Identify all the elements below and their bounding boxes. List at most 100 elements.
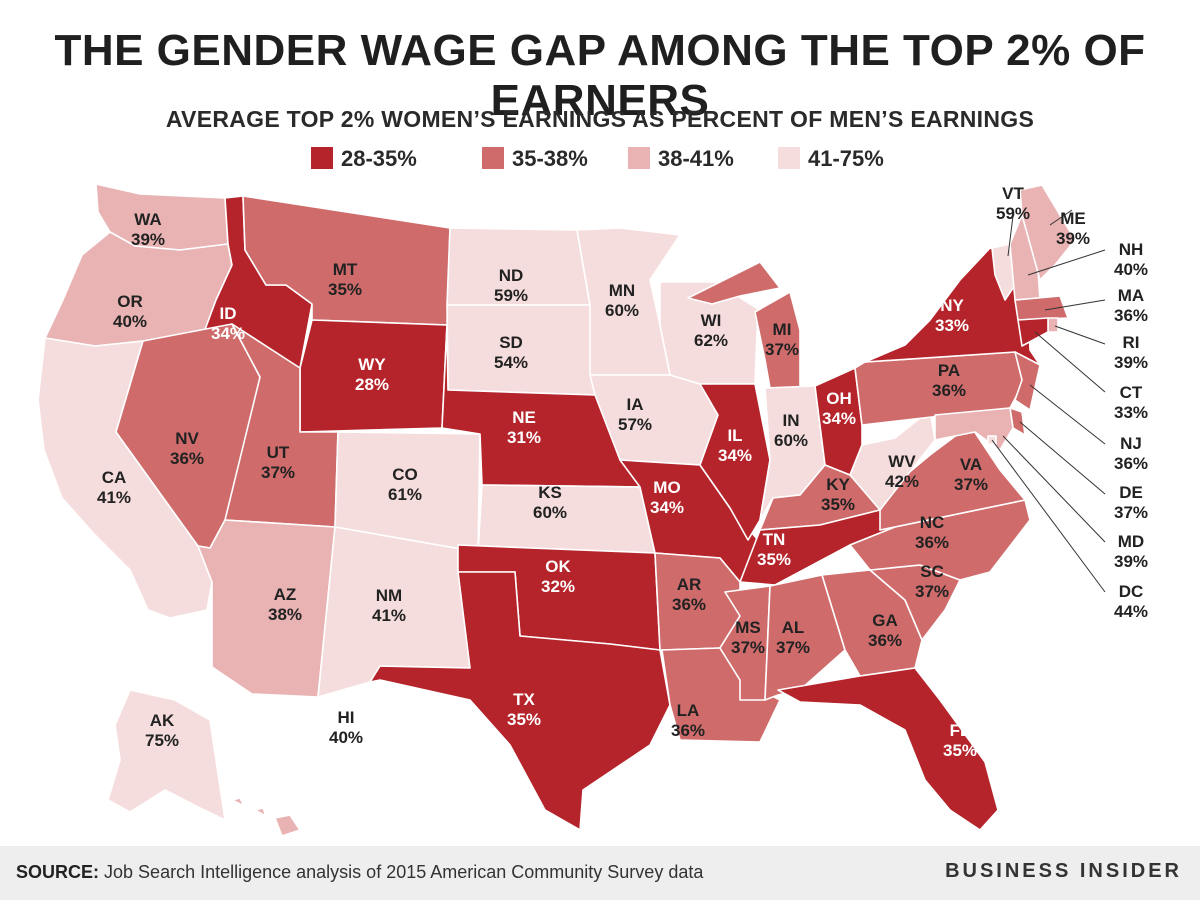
state-value-pa: 36% [932, 381, 966, 400]
state-value-al: 37% [776, 638, 810, 657]
legend-swatch-2 [482, 147, 504, 169]
state-label-oh: OH 34% [822, 389, 856, 428]
state-label-id: ID 34% [211, 304, 245, 343]
brand-logo: BUSINESS INSIDER [945, 860, 1182, 882]
state-value-ma: 36% [1114, 306, 1148, 325]
state-value-mt: 35% [328, 280, 362, 299]
state-value-ky: 35% [821, 495, 855, 514]
legend-label-1: 28-35% [341, 146, 417, 171]
legend-swatch-3 [628, 147, 650, 169]
state-value-ks: 60% [533, 503, 567, 522]
state-label-mi: MI 37% [765, 320, 799, 359]
state-label-md: MD 39% [1114, 532, 1148, 571]
state-value-il: 34% [718, 446, 752, 465]
state-abbr-tx: TX [513, 690, 535, 709]
callout-line-me [1049, 209, 1073, 226]
state-abbr-ks: KS [538, 483, 562, 502]
state-value-sc: 37% [915, 582, 949, 601]
state-value-nj: 36% [1114, 454, 1148, 473]
state-label-wa: WA 39% [131, 210, 165, 249]
callout-line-de [1019, 421, 1106, 495]
state-abbr-dc: DC [1119, 582, 1144, 601]
state-value-ms: 37% [731, 638, 765, 657]
state-value-oh: 34% [822, 409, 856, 428]
state-shape-hi [231, 797, 301, 837]
callout-line-ri [1054, 325, 1106, 345]
state-value-de: 37% [1114, 503, 1148, 522]
state-value-ny: 33% [935, 316, 969, 335]
state-abbr-ne: NE [512, 408, 536, 427]
state-label-ar: AR 36% [672, 575, 706, 614]
state-value-ok: 32% [541, 577, 575, 596]
state-label-wv: WV 42% [885, 452, 919, 491]
state-value-ia: 57% [618, 415, 652, 434]
state-label-de: DE 37% [1114, 483, 1148, 522]
state-label-sc: SC 37% [915, 562, 949, 601]
state-value-id: 34% [211, 324, 245, 343]
legend-label-4: 41-75% [808, 146, 884, 171]
state-label-hi: HI 40% [329, 708, 363, 747]
callout-line-md [1002, 435, 1106, 543]
state-shape-ri [1047, 317, 1059, 333]
state-abbr-nm: NM [376, 586, 402, 605]
state-label-or: OR 40% [113, 292, 147, 331]
state-label-az: AZ 38% [268, 585, 302, 624]
state-label-tx: TX 35% [507, 690, 541, 729]
state-abbr-ar: AR [677, 575, 702, 594]
state-abbr-or: OR [117, 292, 143, 311]
state-shape-nc [849, 499, 1031, 581]
state-label-ok: OK 32% [541, 557, 575, 596]
state-label-nm: NM 41% [372, 586, 406, 625]
state-value-mn: 60% [605, 301, 639, 320]
callout-line-nh [1027, 249, 1106, 276]
state-label-co: CO 61% [388, 465, 422, 504]
state-abbr-ky: KY [826, 475, 850, 494]
state-abbr-nd: ND [499, 266, 524, 285]
state-value-me: 39% [1056, 229, 1090, 248]
state-value-nc: 36% [915, 533, 949, 552]
state-value-nm: 41% [372, 606, 406, 625]
state-value-wy: 28% [355, 375, 389, 394]
state-value-tx: 35% [507, 710, 541, 729]
state-value-ak: 75% [145, 731, 179, 750]
footer: SOURCE: Job Search Intelligence analysis… [0, 846, 1200, 900]
state-label-wy: WY 28% [355, 355, 389, 394]
state-label-vt: VT 59% [996, 184, 1030, 223]
state-abbr-me: ME [1060, 209, 1086, 228]
state-label-pa: PA 36% [932, 361, 966, 400]
state-shape-vt [991, 243, 1016, 301]
source-note: SOURCE: Job Search Intelligence analysis… [16, 862, 703, 883]
callout-line-vt [1007, 215, 1014, 257]
state-shape-ct [1017, 317, 1049, 347]
state-value-ar: 36% [672, 595, 706, 614]
state-abbr-sd: SD [499, 333, 523, 352]
state-label-ca: CA 41% [97, 468, 131, 507]
state-label-ks: KS 60% [533, 483, 567, 522]
state-abbr-wv: WV [888, 452, 916, 471]
state-label-ia: IA 57% [618, 395, 652, 434]
state-value-mi: 37% [765, 340, 799, 359]
state-abbr-ri: RI [1123, 333, 1140, 352]
state-label-nd: ND 59% [494, 266, 528, 305]
state-value-va: 37% [954, 475, 988, 494]
state-label-nh: NH 40% [1114, 240, 1148, 279]
state-label-ky: KY 35% [821, 475, 855, 514]
state-label-mt: MT 35% [328, 260, 362, 299]
callout-line-ma [1044, 299, 1106, 311]
state-label-ms: MS 37% [731, 618, 765, 657]
state-value-la: 36% [671, 721, 705, 740]
state-value-or: 40% [113, 312, 147, 331]
state-value-wa: 39% [131, 230, 165, 249]
state-label-al: AL 37% [776, 618, 810, 657]
state-abbr-de: DE [1119, 483, 1143, 502]
state-label-in: IN 60% [774, 411, 808, 450]
state-label-sd: SD 54% [494, 333, 528, 372]
state-abbr-ia: IA [627, 395, 644, 414]
state-abbr-ut: UT [267, 443, 290, 462]
state-label-la: LA 36% [671, 701, 705, 740]
state-abbr-oh: OH [826, 389, 852, 408]
legend: 28-35% 35-38% 38-41% 41-75% [0, 145, 1200, 173]
state-abbr-va: VA [960, 455, 982, 474]
state-abbr-mi: MI [773, 320, 792, 339]
source-text: Job Search Intelligence analysis of 2015… [104, 862, 704, 882]
